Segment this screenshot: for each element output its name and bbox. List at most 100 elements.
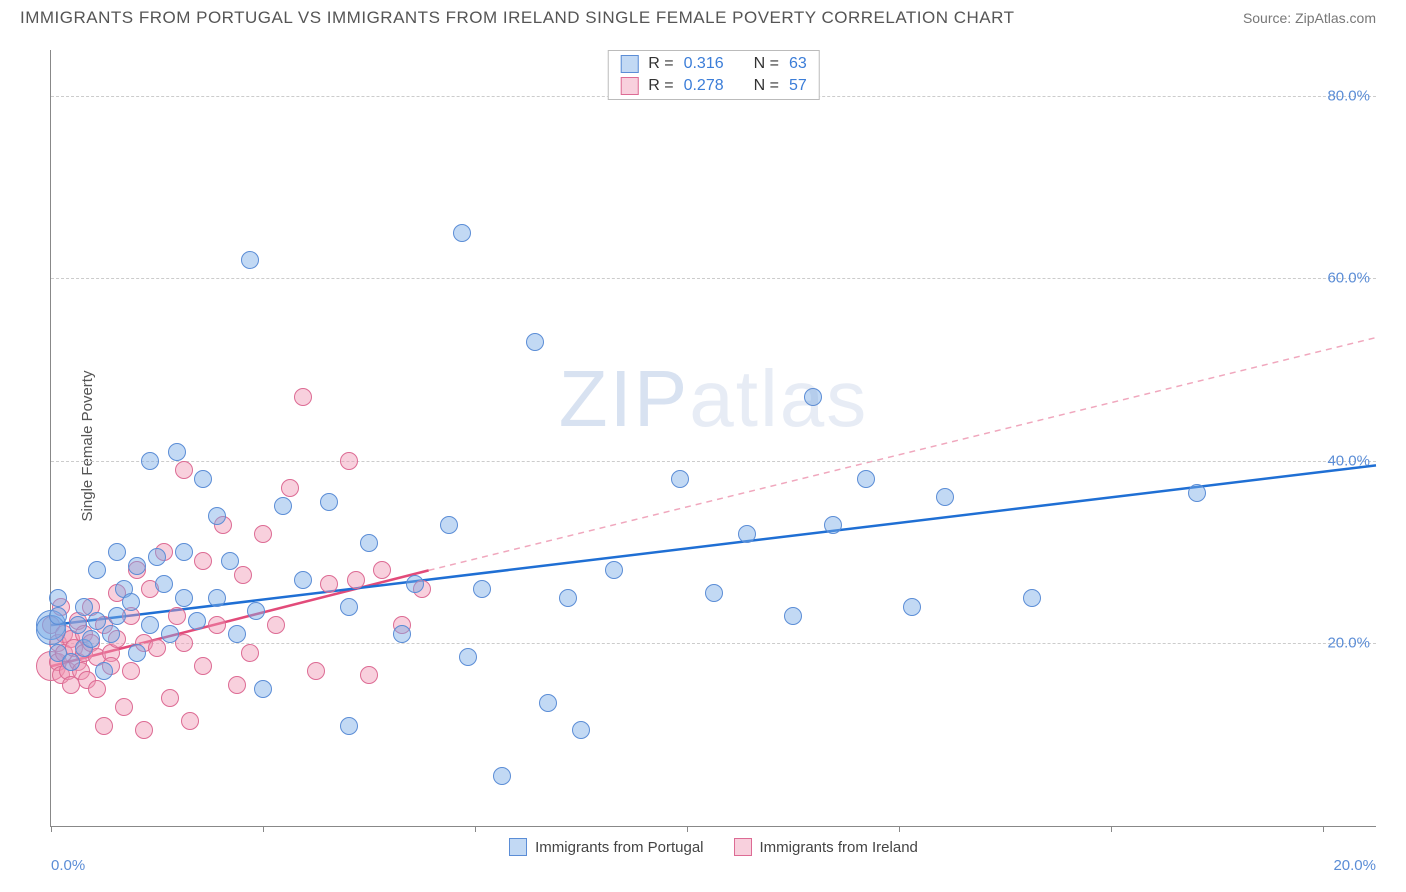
legend-item-portugal: Immigrants from Portugal <box>509 838 703 856</box>
x-tick <box>51 826 52 832</box>
scatter-point-portugal <box>903 598 921 616</box>
scatter-point-portugal <box>440 516 458 534</box>
scatter-point-portugal <box>208 507 226 525</box>
chart-title: IMMIGRANTS FROM PORTUGAL VS IMMIGRANTS F… <box>20 8 1014 28</box>
scatter-point-portugal <box>294 571 312 589</box>
scatter-point-ireland <box>347 571 365 589</box>
scatter-point-ireland <box>194 552 212 570</box>
scatter-point-ireland <box>168 607 186 625</box>
scatter-point-ireland <box>360 666 378 684</box>
series-legend: Immigrants from Portugal Immigrants from… <box>51 838 1376 856</box>
scatter-point-ireland <box>181 712 199 730</box>
scatter-point-ireland <box>373 561 391 579</box>
scatter-point-ireland <box>122 662 140 680</box>
scatter-point-ireland <box>234 566 252 584</box>
y-tick-label: 40.0% <box>1327 452 1370 469</box>
scatter-point-ireland <box>208 616 226 634</box>
swatch-ireland <box>734 838 752 856</box>
scatter-point-portugal <box>155 575 173 593</box>
scatter-point-ireland <box>194 657 212 675</box>
scatter-point-portugal <box>122 593 140 611</box>
scatter-point-portugal <box>188 612 206 630</box>
r-label: R = <box>648 77 673 95</box>
scatter-point-portugal <box>108 543 126 561</box>
scatter-point-portugal <box>320 493 338 511</box>
scatter-point-ireland <box>115 698 133 716</box>
y-tick-label: 80.0% <box>1327 87 1370 104</box>
swatch-portugal <box>509 838 527 856</box>
gridline-h <box>51 461 1376 462</box>
scatter-point-portugal <box>62 653 80 671</box>
scatter-point-portugal <box>784 607 802 625</box>
scatter-point-portugal <box>393 625 411 643</box>
ireland-n-value: 57 <box>789 77 807 95</box>
scatter-point-portugal <box>473 580 491 598</box>
x-tick-label: 0.0% <box>51 857 85 874</box>
y-tick-label: 60.0% <box>1327 270 1370 287</box>
scatter-point-portugal <box>671 470 689 488</box>
x-tick <box>899 826 900 832</box>
scatter-point-portugal <box>175 543 193 561</box>
regression-line <box>429 338 1376 571</box>
scatter-point-ireland <box>88 680 106 698</box>
portugal-n-value: 63 <box>789 55 807 73</box>
source-attribution: Source: ZipAtlas.com <box>1243 10 1376 26</box>
source-link[interactable]: ZipAtlas.com <box>1295 10 1376 26</box>
scatter-point-ireland <box>281 479 299 497</box>
scatter-point-portugal <box>705 584 723 602</box>
scatter-point-portugal <box>1188 484 1206 502</box>
scatter-point-portugal <box>228 625 246 643</box>
scatter-point-portugal <box>804 388 822 406</box>
scatter-point-portugal <box>148 548 166 566</box>
scatter-point-portugal <box>453 224 471 242</box>
scatter-point-ireland <box>320 575 338 593</box>
scatter-point-portugal <box>857 470 875 488</box>
portugal-r-value: 0.316 <box>684 55 724 73</box>
scatter-point-portugal <box>738 525 756 543</box>
chart-plot-area: ZIPatlas R = 0.316 N = 63 R = 0.278 N = … <box>50 50 1376 827</box>
scatter-point-portugal <box>572 721 590 739</box>
scatter-point-portugal <box>102 625 120 643</box>
scatter-point-portugal <box>208 589 226 607</box>
scatter-point-portugal <box>459 648 477 666</box>
n-label: N = <box>754 55 779 73</box>
scatter-point-portugal <box>360 534 378 552</box>
gridline-h <box>51 278 1376 279</box>
correlation-legend-row-portugal: R = 0.316 N = 63 <box>608 53 819 75</box>
scatter-point-portugal <box>221 552 239 570</box>
scatter-point-ireland <box>307 662 325 680</box>
scatter-point-portugal <box>82 630 100 648</box>
scatter-point-portugal <box>194 470 212 488</box>
scatter-point-portugal <box>49 589 67 607</box>
x-tick-label: 20.0% <box>1333 857 1376 874</box>
scatter-point-portugal <box>526 333 544 351</box>
scatter-point-portugal <box>168 443 186 461</box>
scatter-point-ireland <box>267 616 285 634</box>
scatter-point-ireland <box>241 644 259 662</box>
scatter-point-ireland <box>161 689 179 707</box>
scatter-point-portugal <box>247 602 265 620</box>
x-tick <box>1111 826 1112 832</box>
scatter-point-portugal <box>340 598 358 616</box>
r-label: R = <box>648 55 673 73</box>
swatch-ireland <box>620 77 638 95</box>
scatter-point-portugal <box>161 625 179 643</box>
scatter-point-portugal <box>340 717 358 735</box>
scatter-point-ireland <box>294 388 312 406</box>
scatter-point-portugal <box>141 452 159 470</box>
scatter-point-portugal <box>539 694 557 712</box>
legend-item-ireland: Immigrants from Ireland <box>734 838 918 856</box>
scatter-point-portugal <box>128 557 146 575</box>
x-tick <box>475 826 476 832</box>
scatter-point-portugal <box>1023 589 1041 607</box>
scatter-point-portugal <box>493 767 511 785</box>
correlation-legend: R = 0.316 N = 63 R = 0.278 N = 57 <box>607 50 820 100</box>
x-tick <box>687 826 688 832</box>
scatter-point-ireland <box>95 717 113 735</box>
x-tick <box>1323 826 1324 832</box>
correlation-legend-row-ireland: R = 0.278 N = 57 <box>608 75 819 97</box>
source-prefix: Source: <box>1243 10 1295 26</box>
scatter-point-portugal <box>605 561 623 579</box>
scatter-point-portugal <box>141 616 159 634</box>
scatter-point-portugal <box>49 607 67 625</box>
